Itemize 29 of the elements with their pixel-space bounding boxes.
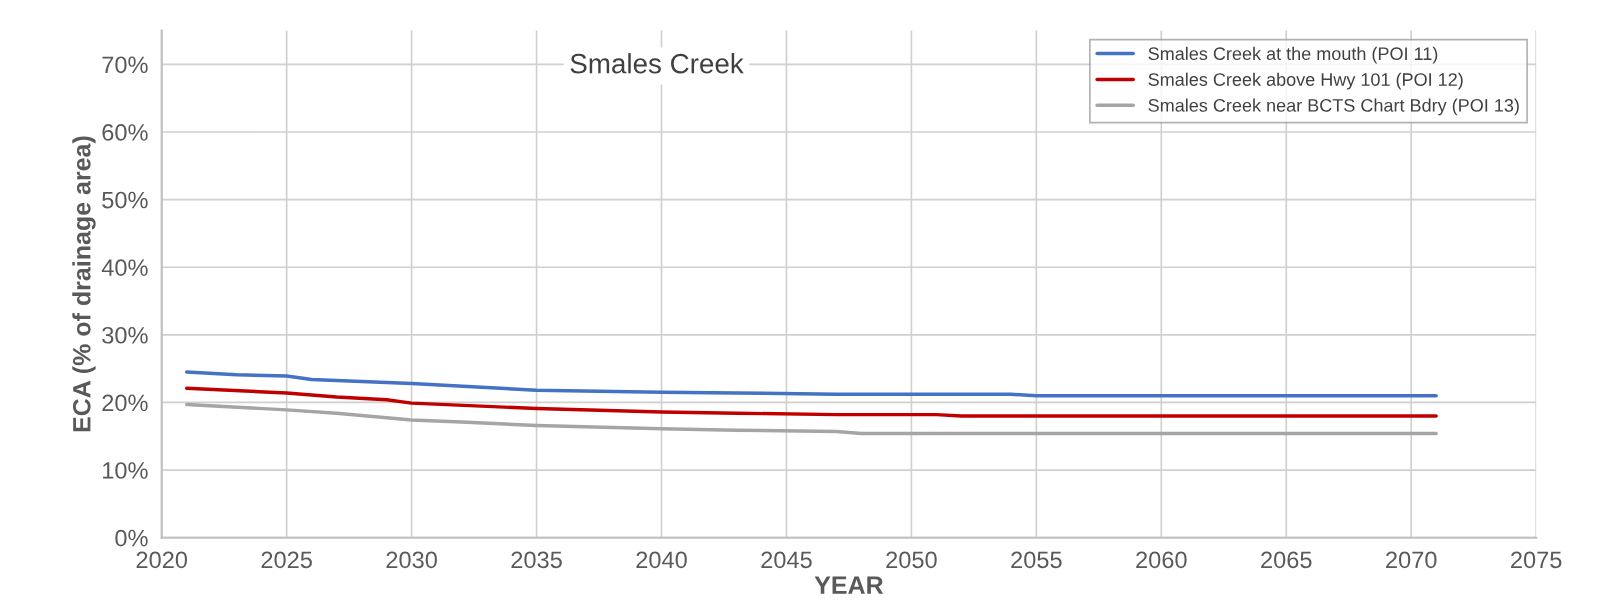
legend-label: Smales Creek at the mouth (POI 11) bbox=[1148, 46, 1438, 64]
legend-label: Smales Creek above Hwy 101 (POI 12) bbox=[1148, 72, 1463, 90]
line-series bbox=[184, 402, 1438, 436]
y-tick-label: 20% bbox=[102, 394, 148, 412]
x-tick-label: 2070 bbox=[1386, 551, 1437, 569]
x-tick-label: 2025 bbox=[261, 551, 312, 569]
x-tick-label: 2040 bbox=[636, 551, 687, 569]
x-tick-label: 2050 bbox=[886, 551, 937, 569]
x-tick-label: 2035 bbox=[511, 551, 562, 569]
text: Smales Creek bbox=[570, 53, 744, 74]
x-tick-label: 2030 bbox=[386, 551, 437, 569]
y-tick-label: 60% bbox=[102, 124, 148, 141]
x-tick-label: 2060 bbox=[1136, 551, 1187, 569]
line-series bbox=[184, 386, 1438, 418]
x-tick-label: 2075 bbox=[1511, 551, 1562, 569]
y-tick-label: 50% bbox=[102, 191, 148, 209]
y-tick-label: 30% bbox=[102, 326, 148, 344]
y-axis-title: ECA (% of drainage area) bbox=[72, 136, 96, 432]
y-tick-label: 70% bbox=[102, 56, 148, 74]
x-tick-label: 2045 bbox=[761, 551, 812, 569]
x-tick-label: 2065 bbox=[1261, 551, 1312, 569]
x-tick-label: 2055 bbox=[1011, 551, 1062, 569]
y-tick-label: 40% bbox=[101, 259, 148, 276]
x-tick-label: 2020 bbox=[136, 551, 188, 569]
x-axis-title: YEAR bbox=[814, 576, 884, 594]
legend-label: Smales Creek near BCTS Chart Bdry (POI 13) bbox=[1148, 98, 1519, 116]
line-series bbox=[184, 370, 1438, 398]
y-tick-label: 10% bbox=[103, 462, 148, 479]
y-tick-label: 0% bbox=[115, 529, 148, 547]
